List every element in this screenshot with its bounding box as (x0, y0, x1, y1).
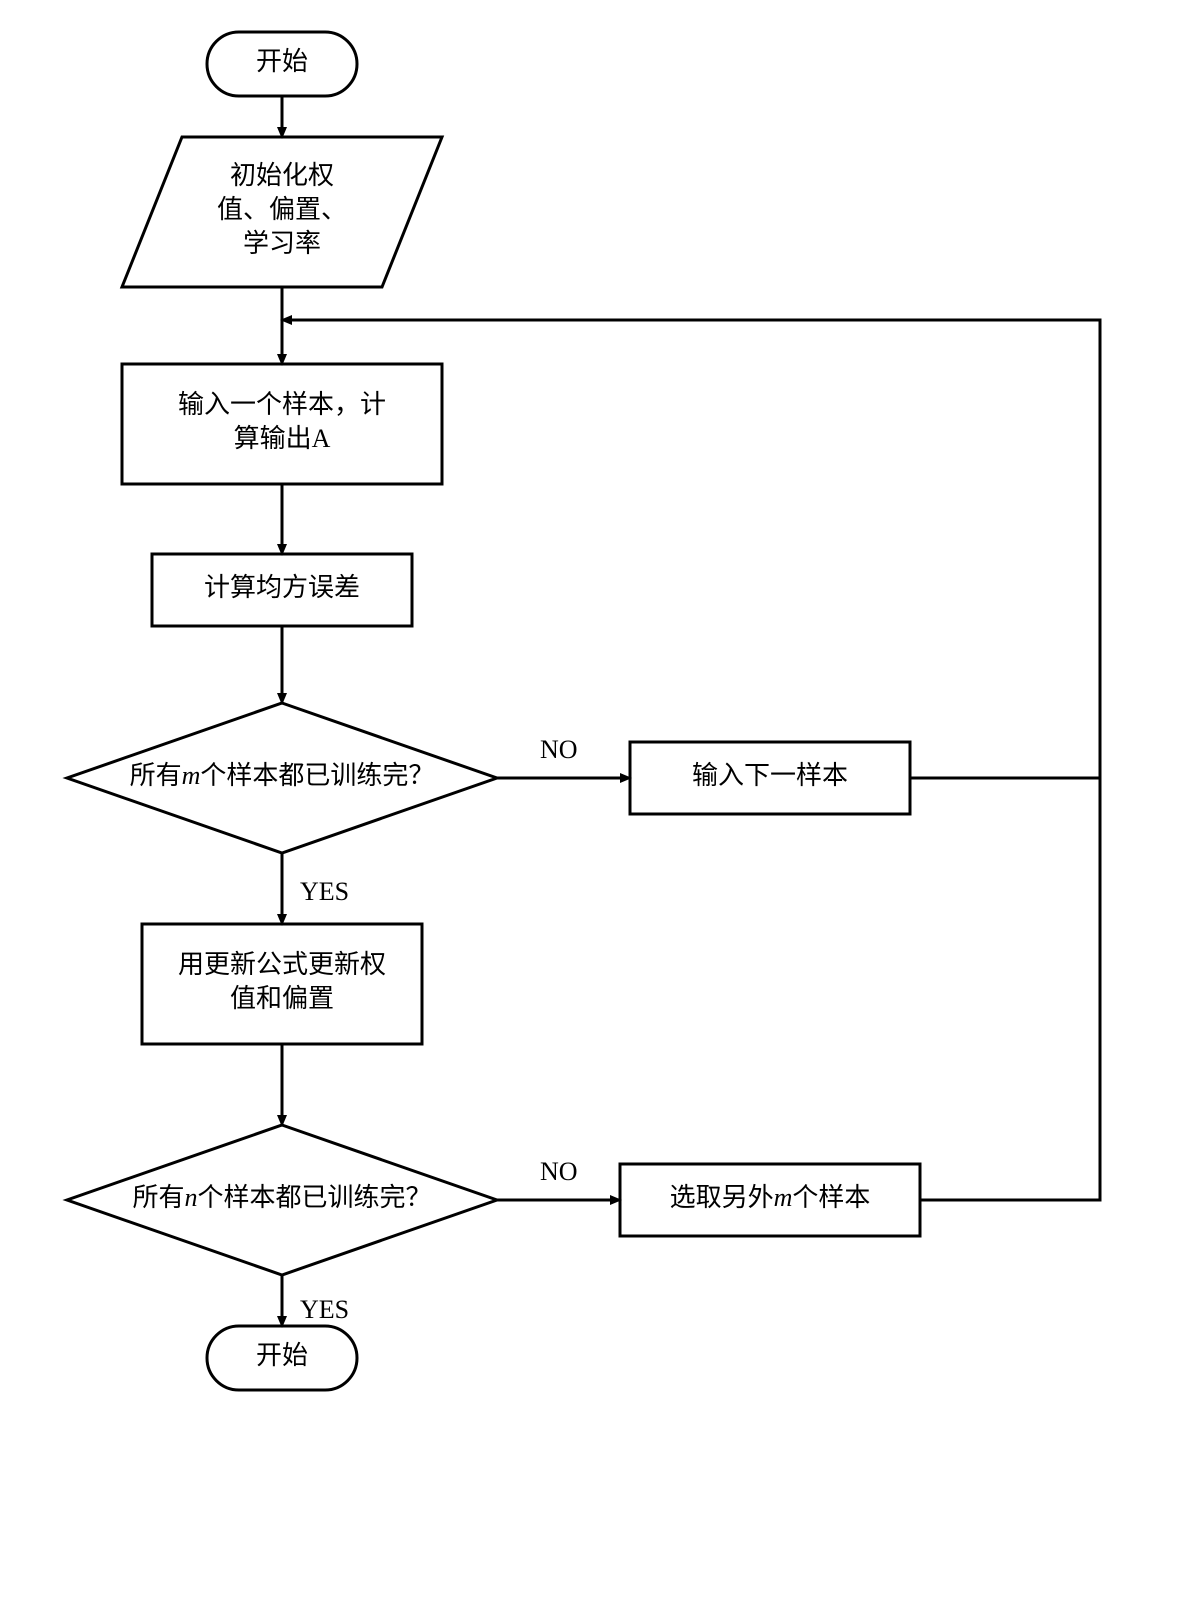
svg-text:初始化权: 初始化权 (230, 161, 334, 190)
svg-text:开始: 开始 (256, 1341, 308, 1370)
edge-label-8: NO (540, 1157, 578, 1186)
svg-text:开始: 开始 (256, 47, 308, 76)
node-init: 初始化权值、偏置、学习率 (122, 137, 442, 287)
svg-text:选取另外m个样本: 选取另外m个样本 (670, 1183, 871, 1212)
svg-text:输入一个样本，计: 输入一个样本，计 (178, 390, 386, 419)
node-start: 开始 (207, 32, 357, 96)
svg-text:值、偏置、: 值、偏置、 (217, 195, 347, 224)
node-calc_mse: 计算均方误差 (152, 554, 412, 626)
svg-text:所有n个样本都已训练完？: 所有n个样本都已训练完？ (132, 1183, 431, 1212)
svg-text:值和偏置: 值和偏置 (230, 984, 334, 1013)
edge-label-10: YES (300, 1295, 349, 1324)
node-pick_m: 选取另外m个样本 (620, 1164, 920, 1236)
svg-text:输入下一样本: 输入下一样本 (692, 761, 848, 790)
node-dec_n: 所有n个样本都已训练完？ (67, 1125, 497, 1275)
edge-label-5: NO (540, 735, 578, 764)
svg-text:计算均方误差: 计算均方误差 (204, 573, 360, 602)
node-end: 开始 (207, 1326, 357, 1390)
svg-text:用更新公式更新权: 用更新公式更新权 (178, 950, 386, 979)
edge-label-4: YES (300, 877, 349, 906)
svg-text:所有m个样本都已训练完？: 所有m个样本都已训练完？ (130, 761, 435, 790)
svg-text:学习率: 学习率 (243, 229, 321, 258)
node-update: 用更新公式更新权值和偏置 (142, 924, 422, 1044)
flowchart: 开始初始化权值、偏置、学习率输入一个样本，计算输出A计算均方误差所有m个样本都已… (0, 0, 1198, 1613)
svg-text:算输出A: 算输出A (234, 424, 331, 453)
node-dec_m: 所有m个样本都已训练完？ (67, 703, 497, 853)
node-next_sample: 输入下一样本 (630, 742, 910, 814)
node-input_sample: 输入一个样本，计算输出A (122, 364, 442, 484)
